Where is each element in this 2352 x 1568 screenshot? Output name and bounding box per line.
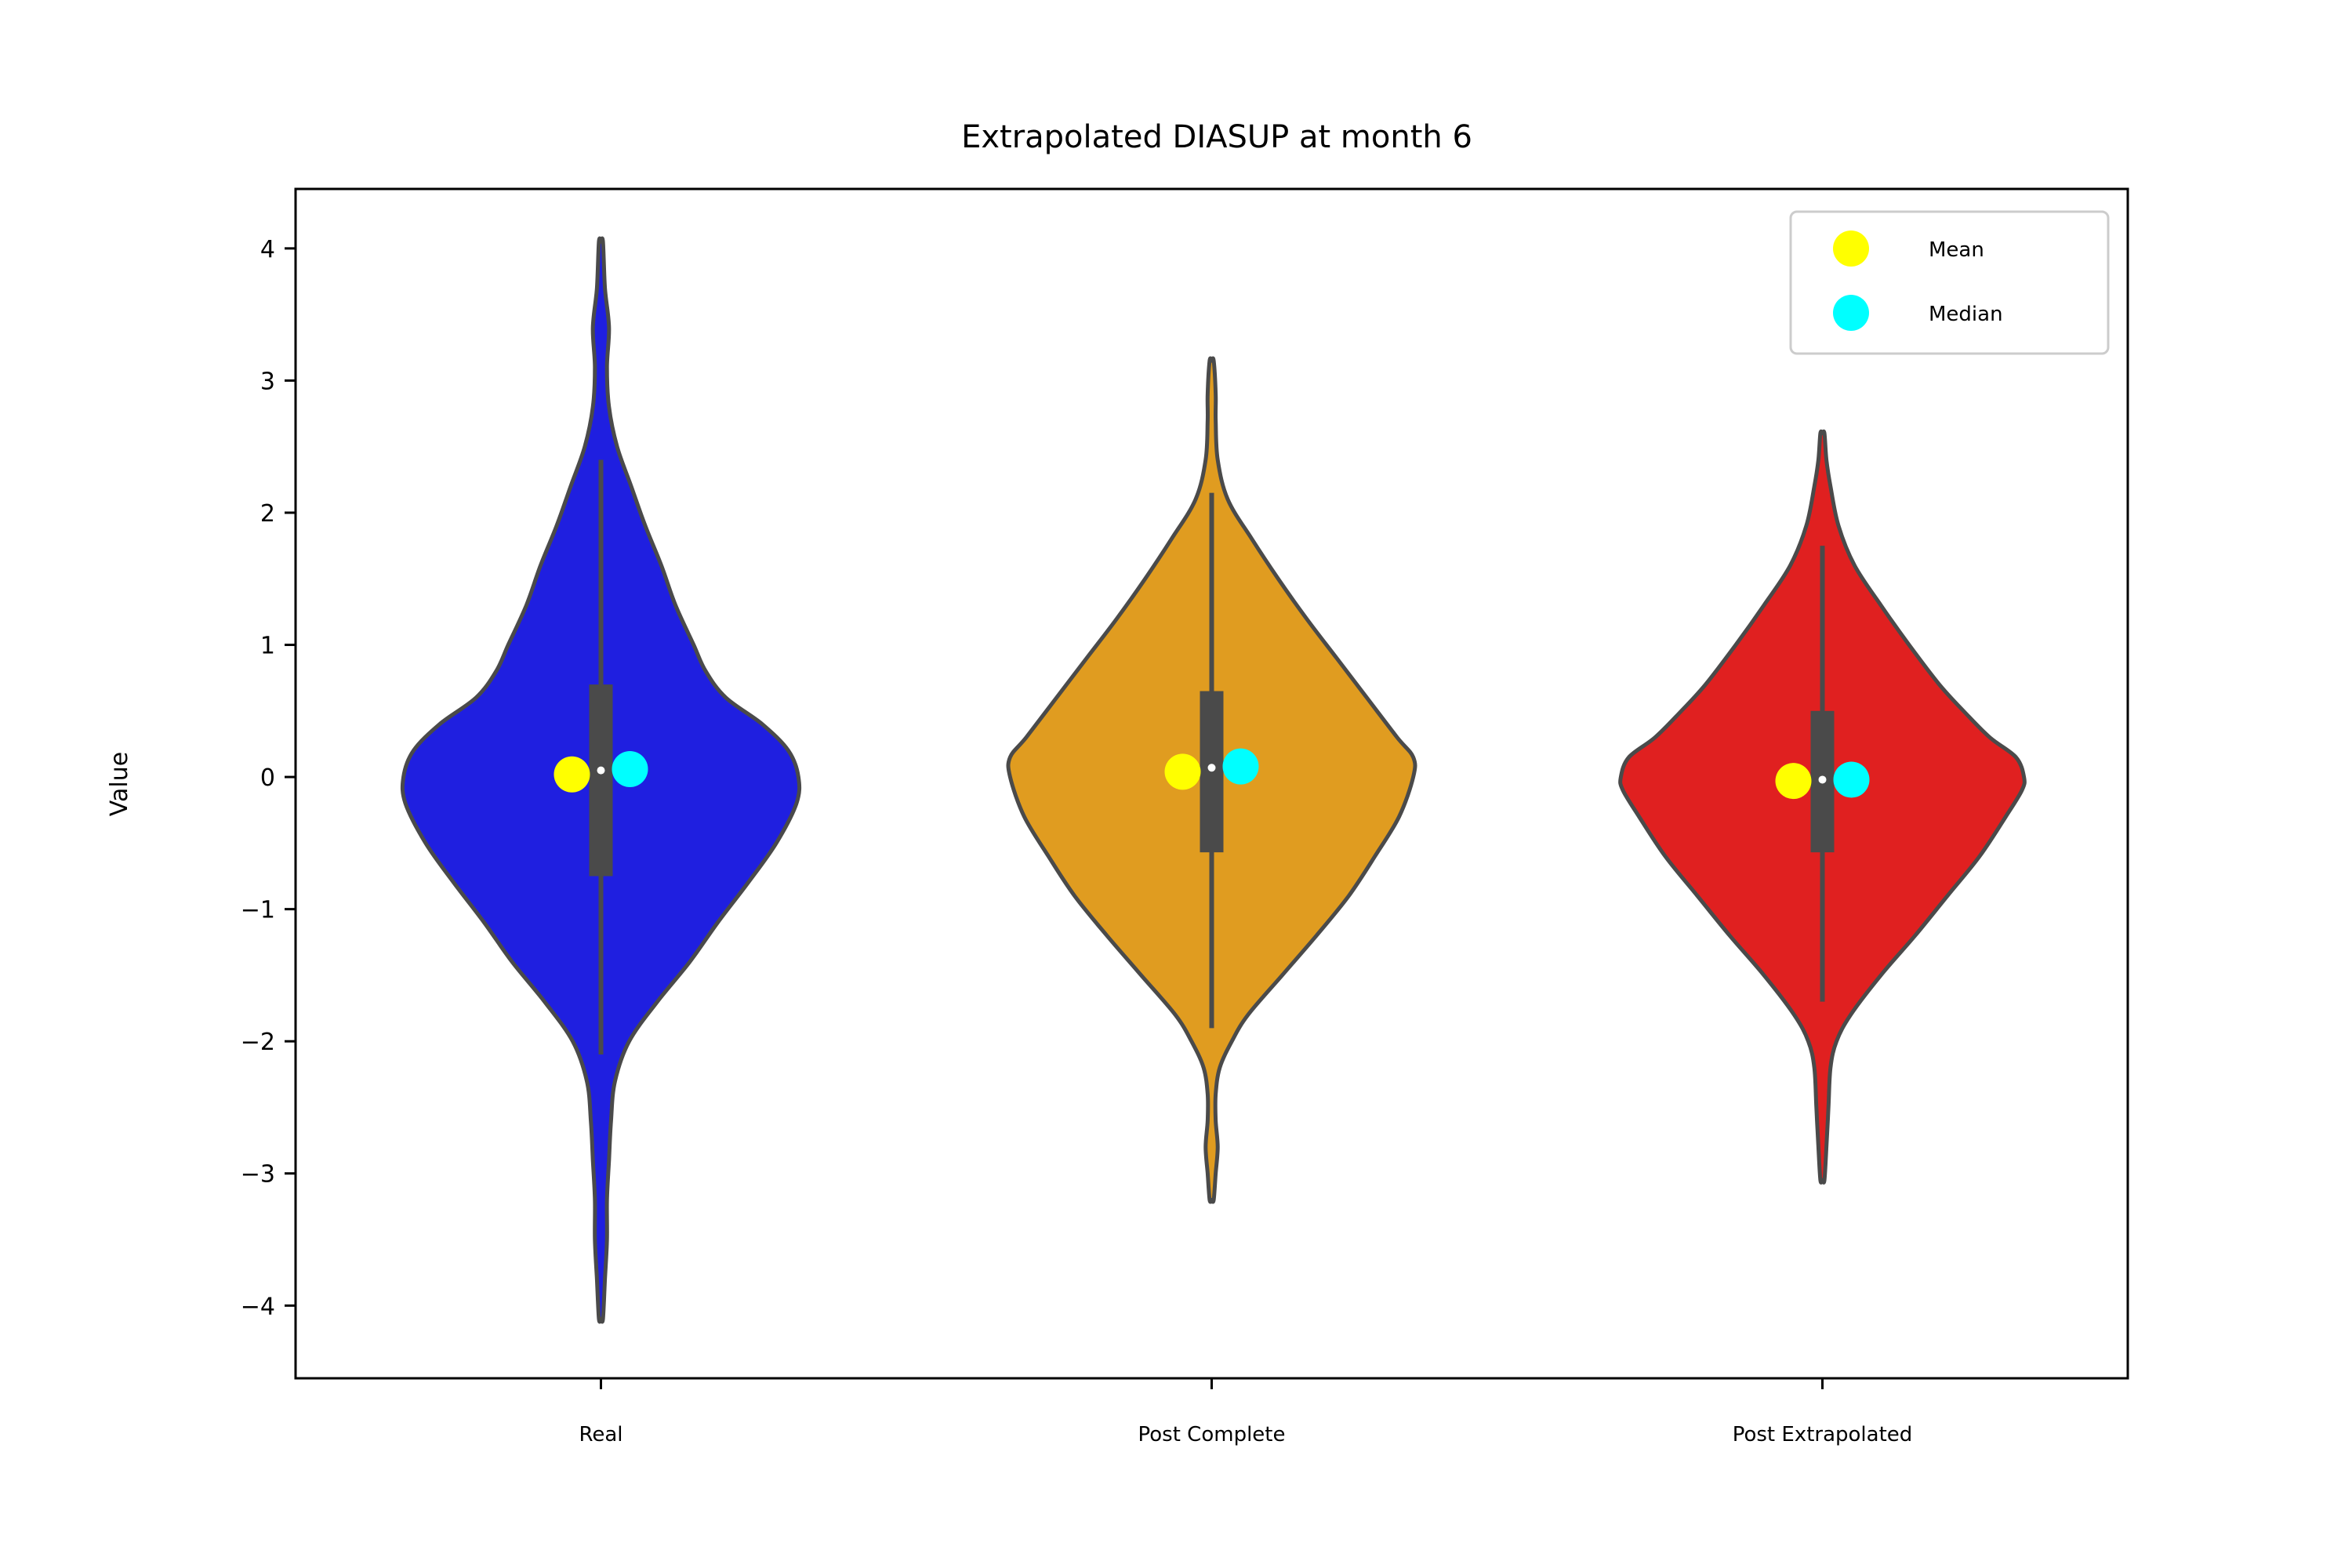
median-marker (612, 750, 648, 787)
x-axis-ticks: Real Post Complete Post Extrapolated (579, 1378, 1912, 1446)
mean-marker (1164, 753, 1201, 790)
y-axis-ticks: −4 −3 −2 −1 0 1 2 3 4 (241, 236, 296, 1320)
x-tick-label: Real (579, 1423, 622, 1446)
violin-group (1618, 429, 2027, 1185)
y-tick-label: 4 (260, 236, 275, 263)
mean-marker (1775, 763, 1812, 800)
y-tick-label: −1 (241, 897, 275, 924)
y-tick-label: 2 (260, 500, 275, 528)
y-tick-label: 1 (260, 633, 275, 660)
legend-mean-label: Mean (1929, 238, 1984, 262)
legend-median-label: Median (1929, 303, 2003, 326)
legend: Mean Median (1789, 210, 2110, 355)
median-marker (1222, 748, 1259, 785)
iqr-box (589, 684, 613, 877)
violins-layer (400, 236, 2027, 1324)
legend-median-marker-icon (1833, 295, 1869, 331)
y-tick-label: −3 (241, 1161, 275, 1189)
y-tick-label: 0 (260, 764, 275, 792)
median-dot (1207, 764, 1216, 772)
x-tick-label: Post Extrapolated (1733, 1423, 1913, 1446)
y-tick-label: −2 (241, 1029, 275, 1056)
chart-title: Extrapolated DIASUP at month 6 (961, 119, 1472, 155)
violin-group (1006, 356, 1417, 1204)
y-tick-label: −4 (241, 1293, 275, 1320)
iqr-box (1200, 691, 1224, 853)
violin-group (400, 236, 802, 1324)
y-tick-label: 3 (260, 368, 275, 395)
y-axis-label: Value (106, 752, 133, 816)
x-tick-label: Post Complete (1138, 1423, 1286, 1446)
median-marker (1833, 761, 1870, 798)
plot-area-frame (294, 187, 2129, 1380)
median-dot (1818, 775, 1827, 784)
legend-mean-marker-icon (1833, 230, 1869, 267)
median-dot (597, 766, 605, 775)
legend-box (1789, 210, 2110, 355)
mean-marker (554, 756, 590, 793)
